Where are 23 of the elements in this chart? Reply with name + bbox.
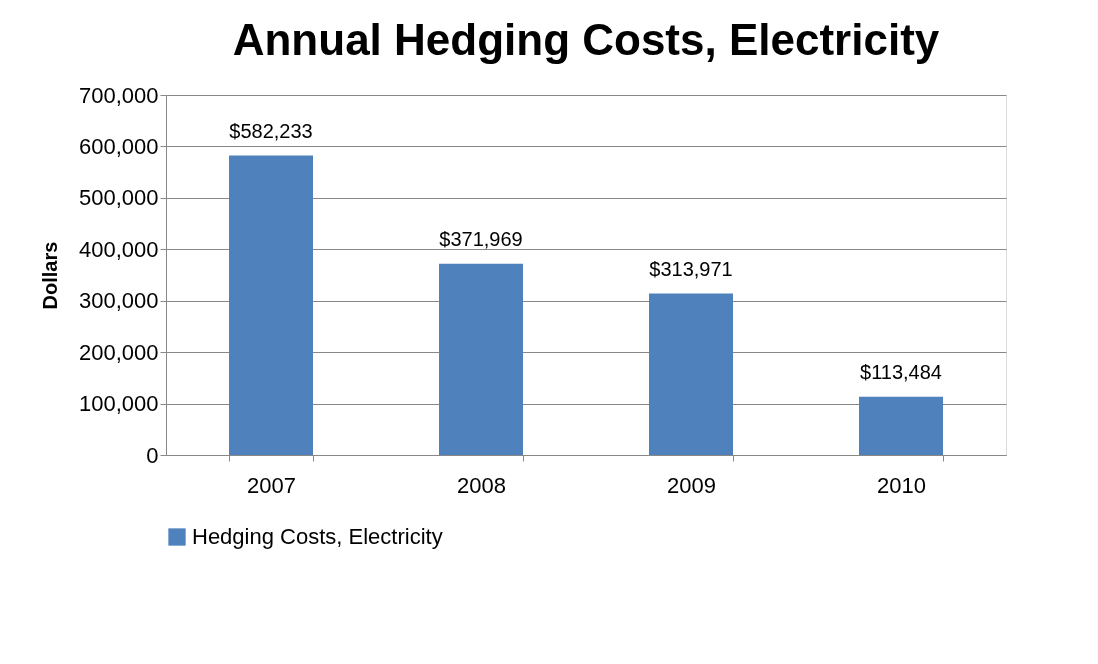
data-label: $371,969 bbox=[439, 227, 523, 250]
data-label: $582,233 bbox=[229, 119, 313, 142]
y-tick-label: 300,000 bbox=[78, 288, 159, 314]
y-axis-title: Dollars bbox=[38, 241, 61, 310]
x-tick-label: 2009 bbox=[667, 472, 716, 498]
y-tick-label: 600,000 bbox=[78, 133, 159, 159]
y-tick-label: 0 bbox=[146, 442, 159, 468]
y-tick-label: 700,000 bbox=[78, 82, 159, 108]
data-label: $113,484 bbox=[860, 360, 942, 383]
bar bbox=[649, 293, 733, 455]
bar bbox=[859, 396, 943, 455]
y-tick-label: 500,000 bbox=[78, 185, 159, 211]
y-tick-label: 100,000 bbox=[78, 391, 159, 417]
y-tick-label: 400,000 bbox=[78, 236, 159, 262]
x-tick-label: 2008 bbox=[457, 472, 506, 498]
x-tick-label: 2007 bbox=[247, 472, 296, 498]
y-tick-label: 200,000 bbox=[78, 339, 159, 365]
bar bbox=[229, 155, 313, 455]
chart-title: Annual Hedging Costs, Electricity bbox=[232, 15, 940, 64]
legend-label: Hedging Costs, Electricity bbox=[192, 524, 443, 549]
data-label: $313,971 bbox=[649, 257, 733, 280]
x-tick-label: 2010 bbox=[877, 472, 926, 498]
bar bbox=[439, 263, 523, 455]
